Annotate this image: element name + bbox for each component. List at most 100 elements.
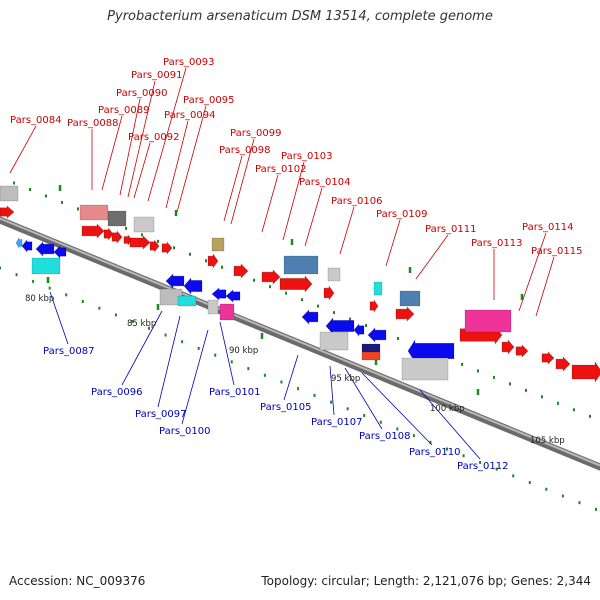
ruler-label: 105 kbp [530,436,565,446]
leader-forward [282,161,305,241]
gene-label-forward: Pars_0111 [425,224,476,235]
gene-reverse [367,327,387,343]
leader-forward [261,174,279,233]
ruler-label: 80 kbp [25,294,54,304]
feature-grey [401,357,449,381]
gene-reverse [353,323,365,337]
gene-forward [207,253,219,269]
leader-forward [127,80,156,198]
leader-forward [223,155,243,222]
gene-forward [161,241,173,255]
gene-label-forward: Pars_0084 [10,115,61,126]
gene-forward [279,275,313,293]
feature-pink [79,204,109,221]
leader-forward [176,105,207,213]
gene-label-forward: Pars_0090 [116,88,167,99]
gene-label-forward: Pars_0091 [131,70,182,81]
feature-steelblue [399,290,421,307]
ruler-label: 100 kbp [430,404,465,414]
gene-reverse [211,287,227,301]
leader-reverse [283,354,299,401]
leader-reverse [157,315,181,408]
gene-label-forward: Pars_0088 [67,118,118,129]
gene-label-forward: Pars_0103 [281,151,332,162]
genome-summary: Topology: circular; Length: 2,121,076 bp… [261,574,591,588]
map-title: Pyrobacterium arsenaticum DSM 13514, com… [107,9,493,24]
gene-label-forward: Pars_0092 [128,132,179,143]
gene-reverse [53,245,67,259]
gene-label-forward: Pars_0098 [219,145,270,156]
feature-grey [0,185,19,202]
gene-forward [323,285,335,301]
leader-forward [385,219,401,267]
gene-label-forward: Pars_0115 [531,246,582,257]
feature-grey [207,299,219,315]
leader-reverse [361,372,433,446]
gene-forward [555,356,571,372]
leader-forward [119,98,141,196]
gene-label-reverse: Pars_0097 [135,409,186,420]
gene-forward [369,299,379,313]
gene-forward [541,351,555,365]
gene-label-forward: Pars_0102 [255,164,306,175]
leader-forward [230,138,255,225]
gene-label-forward: Pars_0106 [331,196,382,207]
leader-forward [339,206,355,255]
feature-cyan [177,295,197,307]
gene-label-forward: Pars_0099 [230,128,281,139]
gene-forward [501,339,515,355]
leader-reverse [419,389,481,460]
leader-forward [101,115,123,191]
feature-dark [107,210,127,227]
feature-magenta [219,303,235,321]
tick-marks [0,181,597,511]
gene-label-reverse: Pars_0100 [159,426,210,437]
leader-reverse [181,329,209,425]
feature-grey [133,216,155,233]
leader-forward [147,67,187,202]
gene-reverse [35,241,55,257]
leader-forward [165,120,189,209]
leader-forward [518,232,547,312]
gene-label-reverse: Pars_0107 [311,417,362,428]
gene-reverse [183,277,203,295]
gene-reverse [225,289,241,303]
feature-steelblue [283,255,319,275]
gene-label-reverse: Pars_0087 [43,346,94,357]
leader-reverse [344,367,383,430]
gene-forward [571,361,600,383]
feature-olive [211,237,225,252]
gene-label-forward: Pars_0113 [471,238,522,249]
gene-forward [129,235,151,250]
gene-label-reverse: Pars_0108 [359,431,410,442]
feature-cyan [31,257,61,275]
ruler-label: 85 kbp [127,319,156,329]
backbone [0,216,600,471]
gene-label-forward: Pars_0095 [183,95,234,106]
gene-forward [261,269,281,285]
feature-grey [319,331,349,351]
leader-forward [133,142,151,199]
gene-label-forward: Pars_0109 [376,209,427,220]
leader-reverse [219,321,235,386]
backbone-line [0,216,600,471]
gene-reverse [21,239,33,253]
leader-forward [304,187,323,247]
gene-reverse [165,273,185,289]
gene-label-forward: Pars_0093 [163,57,214,68]
gene-forward [81,223,105,239]
gene-label-reverse: Pars_0112 [457,461,508,472]
label-leaders [9,67,555,460]
gene-label-reverse: Pars_0105 [260,402,311,413]
gene-features [0,185,600,383]
accession-text: Accession: NC_009376 [9,574,146,588]
leader-reverse [329,365,335,416]
gene-forward [515,344,529,358]
backbone-highlight [0,217,600,467]
gene-label-reverse: Pars_0096 [91,387,142,398]
leader-forward [9,125,37,174]
ruler-label: 90 kbp [229,346,258,356]
leader-forward [535,256,555,317]
gene-labels: 80 kbp 85 kbp 90 kbp 95 kbp 100 kbp 105 kbp Pa… [10,57,582,472]
